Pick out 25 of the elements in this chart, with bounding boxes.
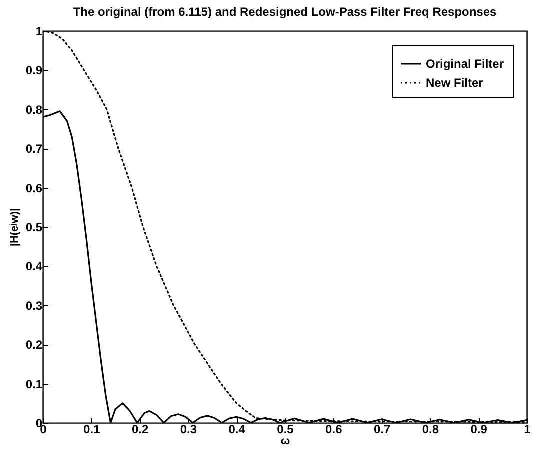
x-tick-label: 0.9: [470, 422, 488, 436]
y-tick-label: 0.5: [26, 220, 43, 234]
x-tick-label: 0.1: [84, 422, 101, 436]
y-tick-label: 0.4: [26, 260, 43, 274]
x-tick-label: 0.4: [228, 422, 246, 436]
chart-title: The original (from 6.115) and Redesigned Low-Pass Filter Freq Responses: [73, 5, 498, 19]
legend-label: New Filter: [426, 76, 484, 90]
y-tick-label: 1: [36, 24, 43, 38]
y-tick-label: 0.9: [26, 64, 43, 78]
x-tick-label: 0.8: [422, 422, 440, 436]
x-tick-label: 1: [524, 422, 532, 436]
x-tick-label: 0.6: [326, 422, 343, 436]
y-tick-label: 0.6: [26, 181, 43, 196]
y-tick-label: 0.1: [26, 377, 43, 392]
y-tick-label: 0.8: [26, 102, 43, 117]
x-axis-title: ω: [280, 436, 290, 448]
y-tick-label: 0.2: [26, 338, 43, 352]
y-axis-title: |H(eʲw)|: [8, 208, 21, 247]
y-tick-label: 0.3: [26, 298, 43, 313]
y-tick-label: 0.7: [26, 142, 43, 156]
x-tick-label: 0.5: [277, 422, 294, 436]
x-tick-label: 0.7: [374, 422, 391, 436]
legend-label: Original Filter: [426, 57, 504, 71]
x-tick-label: 0.3: [180, 422, 198, 436]
x-tick-label: 0.2: [132, 422, 149, 436]
